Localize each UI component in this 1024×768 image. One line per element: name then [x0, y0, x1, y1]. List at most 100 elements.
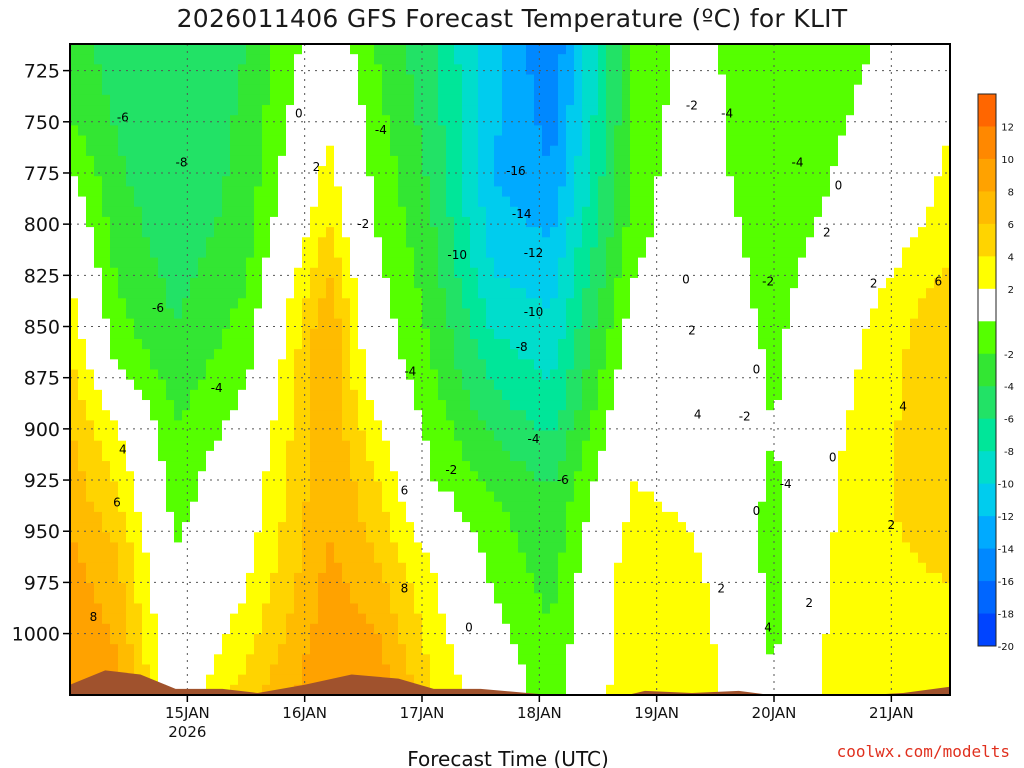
- temperature-cell: [478, 54, 487, 65]
- temperature-cell: [110, 257, 119, 269]
- temperature-cell: [518, 389, 527, 401]
- temperature-cell: [502, 450, 511, 462]
- temperature-cell: [326, 277, 335, 289]
- temperature-cell: [470, 196, 479, 208]
- temperature-cell: [214, 572, 223, 584]
- temperature-cell: [358, 583, 367, 594]
- temperature-cell: [494, 603, 503, 615]
- temperature-cell: [342, 613, 351, 625]
- temperature-cell: [534, 511, 543, 523]
- temperature-cell: [446, 186, 455, 198]
- temperature-cell: [350, 298, 359, 310]
- temperature-cell: [502, 461, 511, 472]
- temperature-cell: [302, 440, 311, 452]
- temperature-cell: [598, 461, 607, 472]
- temperature-cell: [638, 400, 647, 411]
- temperature-cell: [430, 166, 439, 177]
- temperature-cell: [246, 613, 255, 625]
- temperature-cell: [446, 491, 455, 503]
- temperature-cell: [486, 461, 495, 472]
- temperature-cell: [542, 298, 551, 310]
- temperature-cell: [270, 430, 279, 442]
- temperature-cell: [558, 644, 567, 655]
- temperature-cell: [270, 410, 279, 421]
- temperature-cell: [550, 471, 559, 482]
- temperature-cell: [94, 369, 103, 381]
- temperature-cell: [150, 461, 159, 472]
- temperature-cell: [118, 44, 127, 55]
- temperature-cell: [190, 471, 199, 482]
- temperature-cell: [190, 166, 199, 177]
- temperature-cell: [342, 603, 351, 615]
- temperature-cell: [582, 481, 591, 493]
- temperature-cell: [550, 44, 559, 55]
- temperature-cell: [390, 216, 399, 228]
- temperature-cell: [134, 389, 143, 401]
- temperature-cell: [326, 257, 335, 269]
- temperature-cell: [630, 552, 639, 564]
- temperature-cell: [254, 318, 263, 330]
- temperature-cell: [406, 237, 415, 249]
- temperature-cell: [518, 379, 527, 391]
- temperature-cell: [590, 308, 599, 320]
- temperature-cell: [382, 145, 391, 157]
- temperature-cell: [326, 227, 335, 238]
- temperature-cell: [582, 389, 591, 401]
- temperature-cell: [286, 338, 295, 350]
- temperature-cell: [110, 54, 119, 65]
- temperature-cell: [462, 674, 471, 686]
- temperature-cell: [646, 247, 655, 259]
- temperature-cell: [238, 298, 247, 310]
- temperature-cell: [558, 481, 567, 493]
- temperature-cell: [358, 420, 367, 432]
- temperature-cell: [630, 216, 639, 228]
- temperature-cell: [654, 522, 663, 533]
- temperature-cell: [622, 491, 631, 503]
- temperature-cell: [462, 664, 471, 676]
- temperature-cell: [326, 501, 335, 513]
- temperature-cell: [326, 389, 335, 401]
- temperature-cell: [622, 481, 631, 493]
- temperature-cell: [422, 44, 431, 55]
- temperature-cell: [238, 125, 247, 137]
- temperature-cell: [350, 308, 359, 320]
- temperature-cell: [94, 552, 103, 564]
- temperature-cell: [158, 461, 167, 472]
- temperature-cell: [102, 532, 111, 544]
- temperature-cell: [270, 277, 279, 289]
- temperature-cell: [654, 450, 663, 462]
- temperature-cell: [326, 298, 335, 310]
- temperature-cell: [262, 379, 271, 391]
- temperature-cell: [70, 400, 79, 411]
- temperature-cell: [502, 532, 511, 544]
- temperature-cell: [574, 135, 583, 147]
- temperature-cell: [358, 359, 367, 371]
- temperature-cell: [398, 277, 407, 289]
- temperature-cell: [342, 623, 351, 635]
- temperature-cell: [182, 94, 191, 106]
- temperature-cell: [614, 501, 623, 513]
- temperature-cell: [486, 84, 495, 96]
- temperature-cell: [366, 196, 375, 208]
- temperature-cell: [182, 430, 191, 442]
- temperature-cell: [470, 369, 479, 381]
- temperature-cell: [214, 501, 223, 513]
- temperature-cell: [342, 257, 351, 269]
- temperature-cell: [566, 450, 575, 462]
- temperature-cell: [326, 349, 335, 360]
- temperature-cell: [150, 44, 159, 55]
- temperature-cell: [390, 277, 399, 289]
- temperature-cell: [542, 501, 551, 513]
- temperature-cell: [254, 267, 263, 279]
- temperature-cell: [518, 247, 527, 259]
- temperature-cell: [550, 501, 559, 513]
- temperature-cell: [94, 593, 103, 605]
- temperature-cell: [446, 115, 455, 126]
- temperature-cell: [334, 74, 343, 86]
- temperature-cell: [294, 471, 303, 482]
- temperature-cell: [78, 532, 87, 544]
- temperature-cell: [318, 369, 327, 381]
- temperature-cell: [462, 257, 471, 269]
- temperature-cell: [438, 491, 447, 503]
- temperature-cell: [614, 338, 623, 350]
